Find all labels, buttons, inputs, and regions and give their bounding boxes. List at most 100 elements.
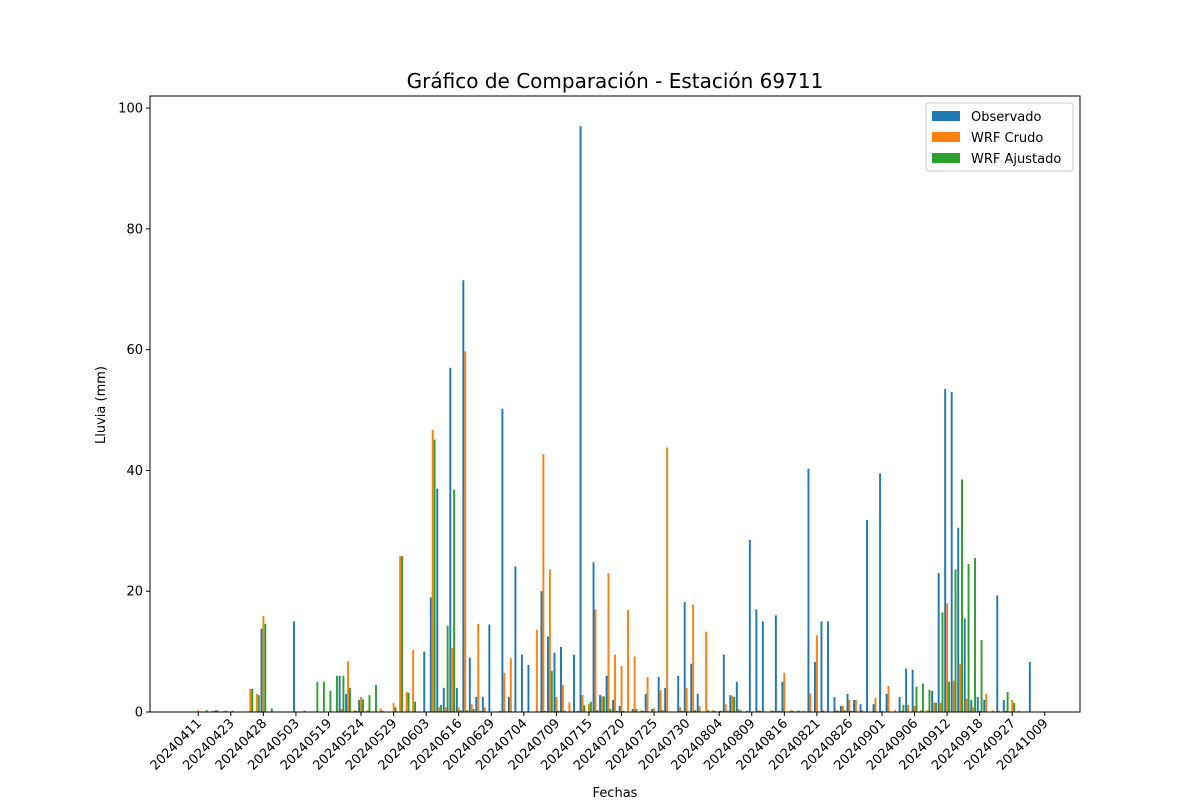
- bar: [659, 690, 662, 712]
- bar: [757, 710, 760, 712]
- bar: [644, 693, 647, 712]
- bar: [475, 696, 478, 712]
- bar: [827, 621, 829, 712]
- bar: [605, 675, 608, 712]
- bar: [602, 696, 605, 712]
- bar: [761, 621, 764, 712]
- plot-frame: [149, 95, 1081, 713]
- bar: [737, 708, 740, 712]
- bar: [401, 556, 403, 712]
- bar: [853, 699, 855, 712]
- legend-label: WRF Ajustado: [971, 152, 1061, 167]
- bar: [698, 705, 701, 712]
- bar: [338, 675, 341, 712]
- bar: [707, 710, 710, 712]
- bar: [937, 573, 940, 712]
- bar: [394, 707, 397, 712]
- bar: [861, 710, 864, 712]
- bar: [759, 710, 762, 712]
- bar: [627, 609, 629, 712]
- bar: [468, 657, 471, 712]
- bar: [601, 696, 603, 712]
- bar: [212, 710, 215, 712]
- bar: [881, 710, 883, 712]
- bar: [368, 695, 371, 712]
- bar: [935, 702, 937, 712]
- bar: [355, 710, 358, 712]
- bar: [718, 710, 721, 712]
- chart-title: Gráfico de Comparación - Estación 69711: [407, 69, 824, 93]
- bar: [685, 687, 688, 712]
- bar: [931, 690, 934, 712]
- bar: [231, 710, 234, 712]
- bar: [488, 624, 491, 712]
- bar: [967, 564, 970, 712]
- bar: [646, 676, 649, 712]
- bar: [651, 708, 654, 712]
- bar: [431, 429, 434, 712]
- bar: [976, 696, 979, 712]
- bar: [342, 675, 345, 712]
- bar: [251, 689, 254, 712]
- bar: [633, 656, 636, 712]
- bar: [631, 708, 634, 712]
- bar: [933, 702, 936, 712]
- bar: [974, 558, 977, 712]
- bar: [879, 473, 882, 712]
- bar: [894, 710, 896, 712]
- bar: [573, 654, 575, 712]
- bar: [677, 675, 680, 712]
- bar: [850, 710, 853, 712]
- bar: [514, 566, 517, 712]
- y-tick-label: 20: [126, 585, 143, 600]
- bar: [835, 710, 838, 712]
- bar: [205, 710, 208, 712]
- bar: [483, 707, 486, 712]
- bar: [822, 710, 825, 712]
- bar: [1028, 661, 1031, 712]
- x-axis-label: Fechas: [593, 786, 638, 800]
- bar: [423, 651, 426, 712]
- bar: [1004, 710, 1007, 712]
- bar: [983, 699, 986, 712]
- bar: [746, 710, 749, 712]
- bar: [544, 710, 547, 712]
- bar: [399, 556, 402, 712]
- bar: [735, 681, 738, 712]
- bar: [802, 710, 805, 712]
- bar: [887, 686, 890, 712]
- bar: [457, 707, 460, 712]
- bar: [820, 621, 823, 712]
- bar: [755, 609, 758, 712]
- bar: [335, 675, 338, 712]
- bar: [996, 595, 999, 712]
- bar: [583, 705, 586, 712]
- bar: [542, 454, 545, 712]
- bar: [928, 689, 931, 712]
- bar: [249, 689, 252, 712]
- bar: [553, 652, 556, 712]
- bar: [939, 702, 942, 712]
- bar: [340, 708, 343, 712]
- bar: [911, 669, 914, 712]
- bar: [770, 710, 773, 712]
- bar: [807, 468, 810, 712]
- bar: [796, 710, 799, 712]
- bar: [262, 615, 265, 712]
- bar: [791, 710, 794, 712]
- bar: [358, 699, 361, 712]
- bar: [322, 681, 325, 712]
- bar: [679, 707, 682, 712]
- bar: [905, 668, 908, 712]
- bar: [615, 710, 618, 712]
- bar: [462, 280, 465, 712]
- bar: [681, 710, 683, 712]
- bar: [657, 676, 660, 712]
- bar: [568, 702, 571, 712]
- bar: [813, 661, 816, 712]
- bar: [446, 625, 449, 712]
- y-tick-label: 80: [126, 222, 143, 237]
- bar: [733, 696, 736, 712]
- bar: [722, 654, 725, 712]
- bar: [957, 527, 960, 712]
